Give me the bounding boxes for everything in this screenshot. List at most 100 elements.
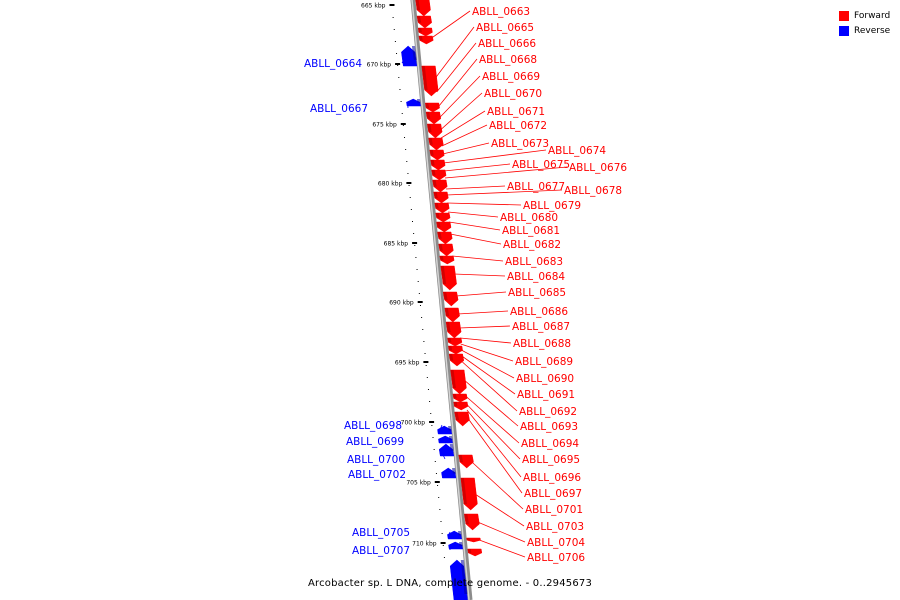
scale-dot (407, 173, 409, 174)
forward-gene-arrow (415, 0, 431, 17)
forward-gene-shade (439, 256, 444, 261)
forward-gene-shade (436, 222, 441, 228)
gene-label-leader (436, 42, 477, 93)
scale-tick (395, 63, 401, 65)
scale-dot (416, 269, 418, 270)
forward-gene-shade (418, 28, 422, 33)
gene-label: ABLL_0696 (523, 472, 581, 484)
forward-gene-shade (432, 180, 437, 187)
scale-dot (396, 53, 398, 54)
gene-label-leader (440, 92, 483, 131)
forward-gene-shade (467, 549, 472, 553)
gene-label: ABLL_0704 (527, 537, 585, 549)
scale-tick (406, 182, 412, 184)
scale-dot (404, 137, 406, 138)
scale-dot (414, 245, 416, 246)
gene-label: ABLL_0672 (489, 120, 547, 132)
gene-label-leader (474, 493, 525, 527)
gene-label: ABLL_0690 (516, 373, 574, 385)
gene-label-leader (447, 202, 522, 206)
scale-dot (424, 353, 426, 354)
scale-dot (439, 509, 441, 510)
gene-label-leader (437, 58, 478, 108)
forward-gene-shade (426, 112, 431, 119)
gene-label-leader (443, 149, 547, 164)
reverse-gene-shade (457, 531, 462, 536)
gene-label-leader (466, 403, 521, 460)
scale-dot (409, 197, 411, 198)
scale-dot (438, 497, 440, 498)
forward-gene-shade (464, 514, 469, 524)
gene-label-leader (479, 539, 526, 558)
scale-dot (394, 41, 396, 42)
gene-label-leader (448, 531, 451, 536)
gene-label: ABLL_0664 (304, 58, 362, 70)
gene-label: ABLL_0702 (348, 469, 406, 481)
gene-label: ABLL_0663 (472, 6, 530, 18)
scale-dot (406, 161, 408, 162)
forward-gene-shade (434, 203, 439, 209)
gene-label: ABLL_0691 (517, 389, 575, 401)
scale-dot (402, 125, 404, 126)
forward-gene-shade (437, 232, 442, 239)
gene-label: ABLL_0682 (503, 239, 561, 251)
scale-dot (443, 557, 445, 558)
scale-dot (417, 281, 419, 282)
gene-label: ABLL_0707 (352, 545, 410, 557)
gene-label-leader (444, 166, 568, 179)
scale-dot (442, 545, 444, 546)
forward-gene-arrow (445, 321, 462, 339)
scale-tick (423, 361, 429, 363)
forward-gene-shade (417, 16, 422, 23)
gene-label-leader (450, 233, 502, 245)
forward-gene-shade (466, 538, 470, 541)
forward-gene-shade (427, 124, 432, 132)
forward-gene-shade (428, 138, 433, 145)
gene-label-leader (463, 379, 519, 427)
gene-label-leader (446, 189, 563, 196)
gene-label-leader (477, 521, 526, 543)
gene-label: ABLL_0700 (347, 454, 405, 466)
forward-gene-shade (452, 394, 457, 399)
forward-gene-shade (430, 160, 435, 166)
gene-label-leader (452, 255, 504, 262)
forward-gene-shade (438, 244, 443, 251)
gene-label-leader (466, 409, 522, 478)
scale-dot (435, 473, 437, 474)
scale-dot (427, 389, 429, 390)
scale-tick-label: 705 kbp (406, 480, 431, 487)
forward-gene-arrow (425, 111, 442, 125)
gene-label: ABLL_0681 (502, 225, 560, 237)
forward-gene-arrow (427, 123, 443, 139)
scale-tick (389, 4, 395, 6)
forward-gene-shade (449, 354, 454, 361)
scale-dot (430, 413, 432, 414)
gene-label-leader (442, 471, 447, 475)
gene-label: ABLL_0669 (482, 71, 540, 83)
scale-dot (437, 485, 439, 486)
gene-label: ABLL_0680 (500, 212, 558, 224)
gene-label: ABLL_0676 (569, 162, 627, 174)
reverse-gene-arrow (406, 98, 421, 107)
scale-dot (434, 461, 436, 462)
scale-tick-label: 665 kbp (361, 3, 386, 10)
gene-label: ABLL_0677 (507, 181, 565, 193)
scale-tick (412, 242, 418, 244)
scale-dot (392, 17, 394, 18)
gene-label-leader (462, 361, 518, 412)
gene-label: ABLL_0671 (487, 106, 545, 118)
scale-dot (413, 233, 415, 234)
forward-gene-arrow (448, 353, 465, 367)
forward-gene-shade (446, 322, 451, 332)
gene-label-leader (456, 291, 507, 297)
forward-gene-shade (453, 402, 458, 407)
gene-label: ABLL_0666 (478, 38, 536, 50)
gene-label-leader (471, 461, 524, 510)
scale-dot (398, 77, 400, 78)
scale-dot (415, 257, 417, 258)
scale-dot (426, 377, 428, 378)
gene-label: ABLL_0694 (521, 438, 579, 450)
reverse-gene-arrow (438, 443, 455, 457)
forward-swatch (839, 10, 849, 21)
